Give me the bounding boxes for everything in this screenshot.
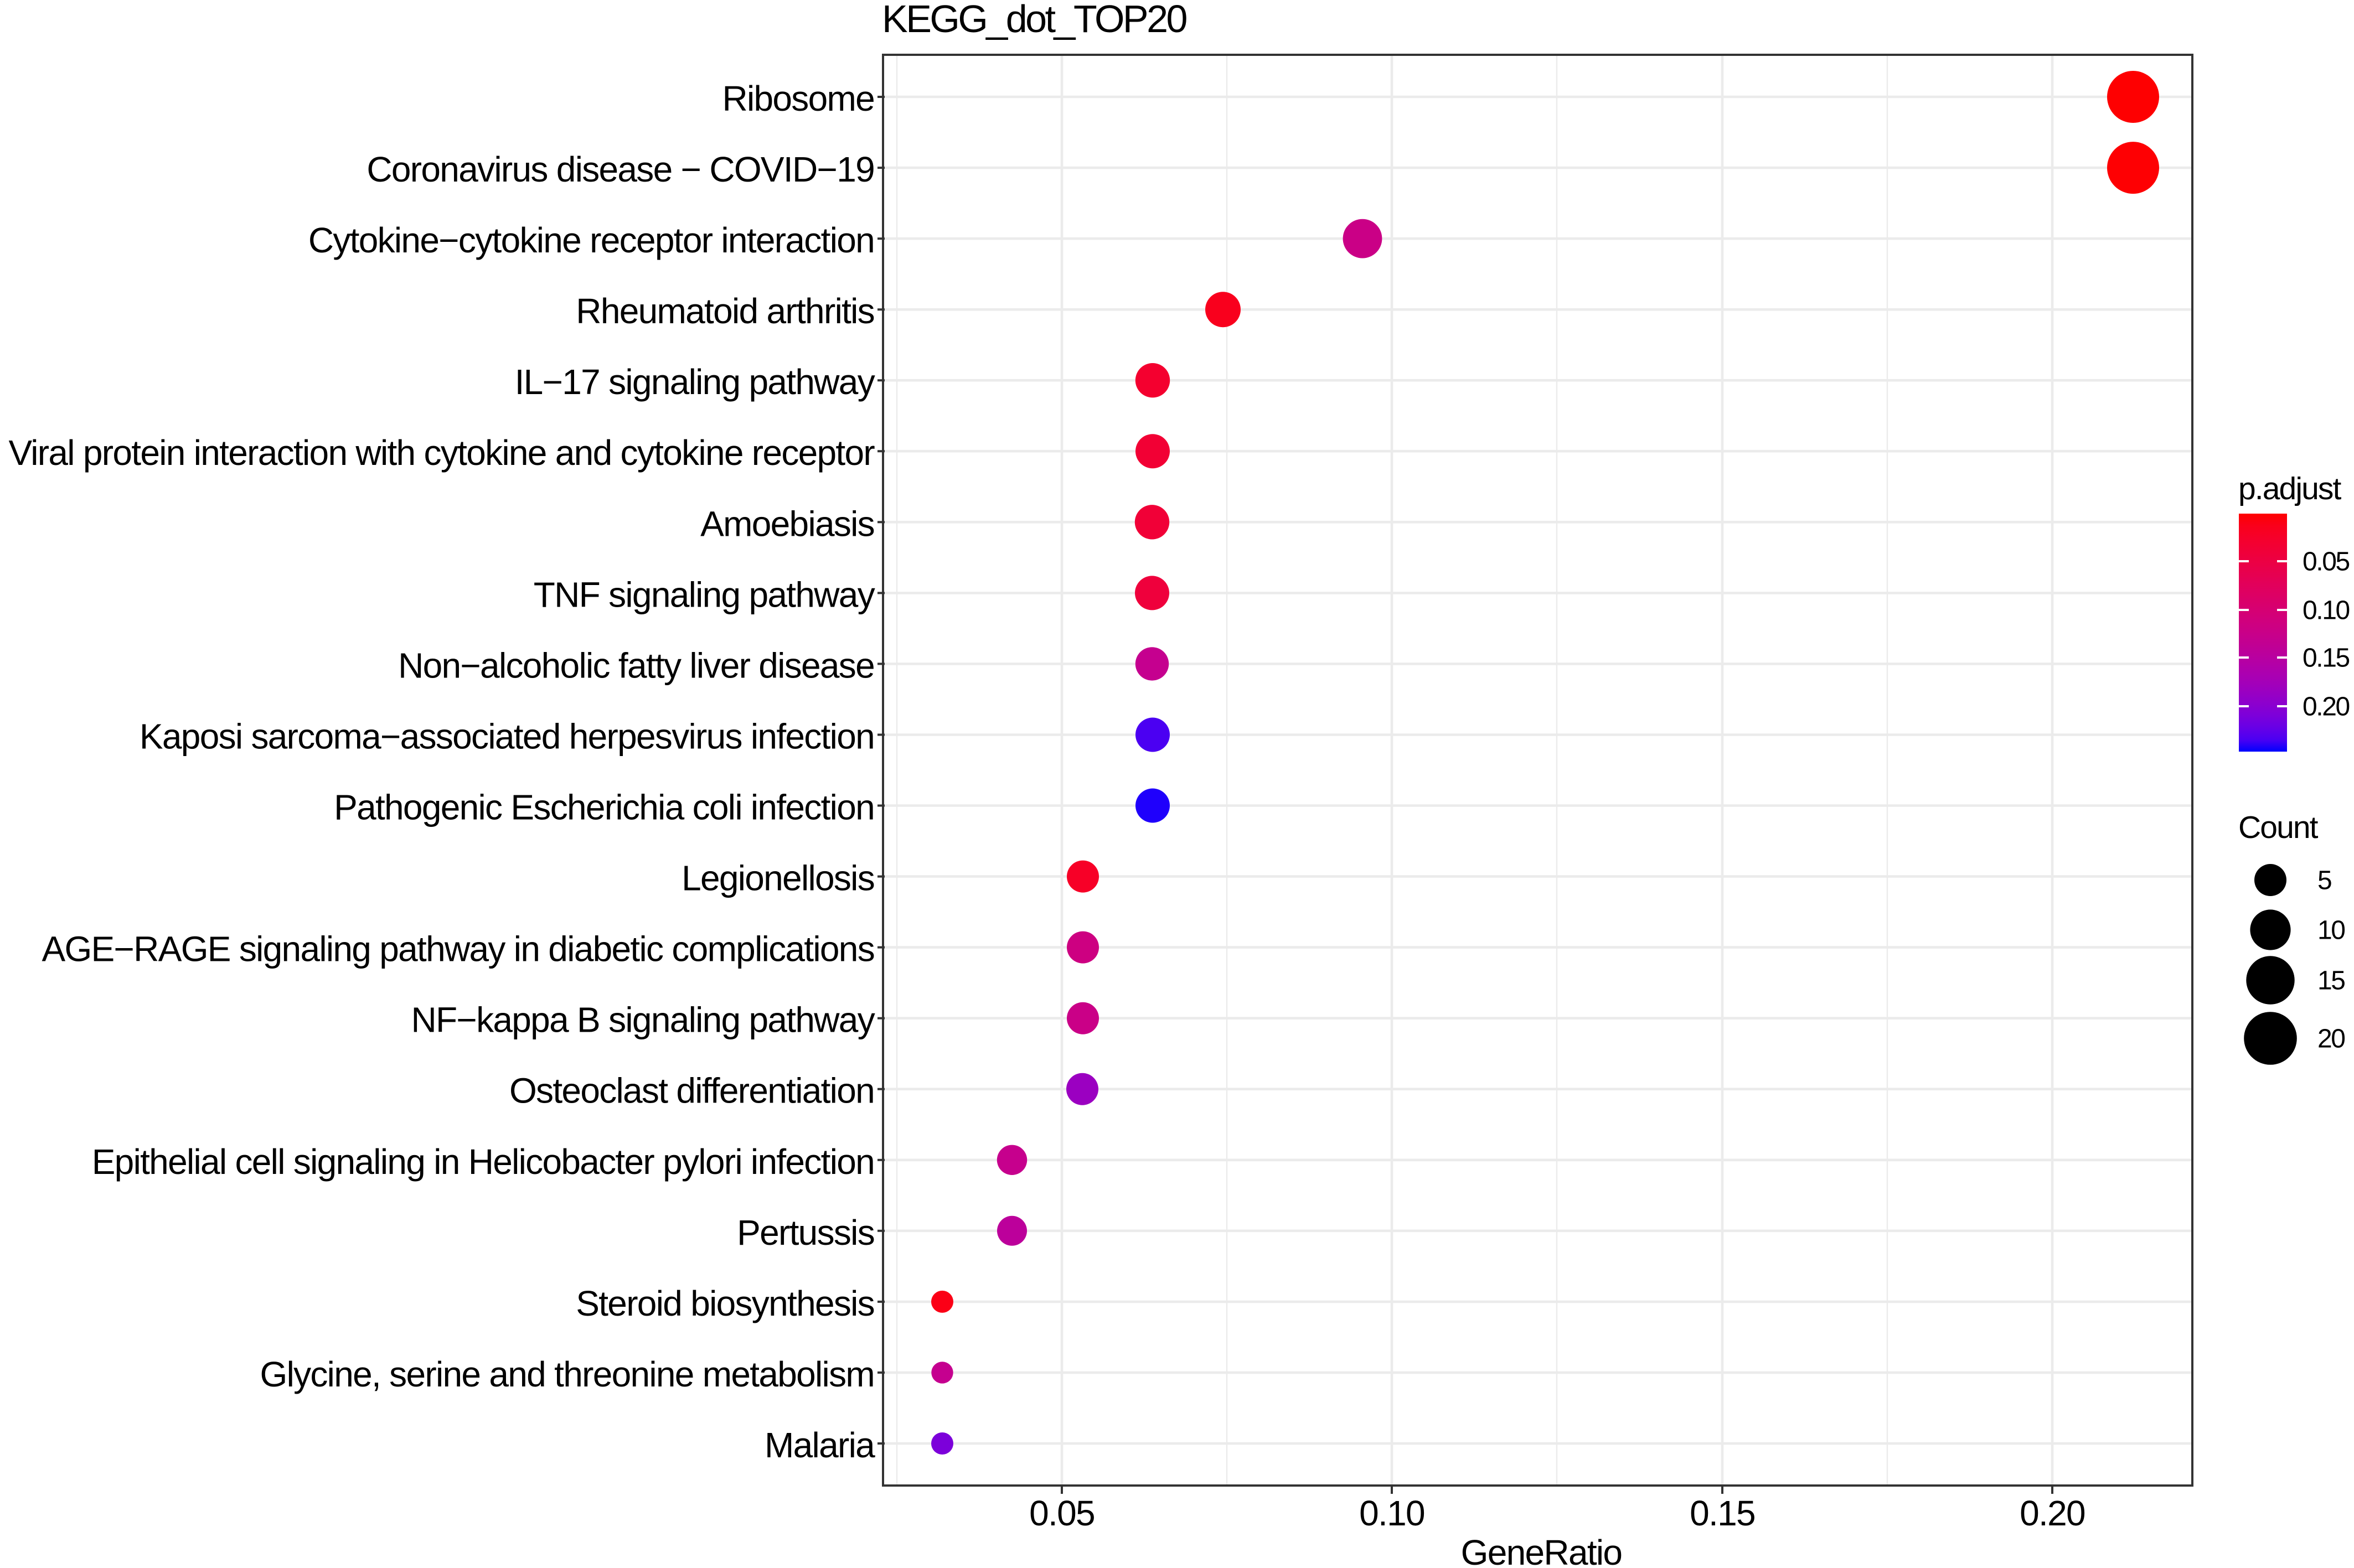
svg-text:GeneRatio: GeneRatio bbox=[1461, 1533, 1622, 1568]
svg-text:KEGG_dot_TOP20: KEGG_dot_TOP20 bbox=[882, 0, 1187, 40]
svg-text:Steroid biosynthesis: Steroid biosynthesis bbox=[576, 1284, 874, 1323]
svg-text:Epithelial cell signaling in H: Epithelial cell signaling in Helicobacte… bbox=[92, 1142, 874, 1182]
svg-text:10: 10 bbox=[2317, 916, 2345, 945]
svg-text:Ribosome: Ribosome bbox=[722, 79, 874, 118]
svg-text:p.adjust: p.adjust bbox=[2238, 471, 2342, 506]
svg-text:0.15: 0.15 bbox=[1690, 1493, 1755, 1533]
svg-text:0.20: 0.20 bbox=[2303, 692, 2350, 722]
svg-text:Coronavirus disease − COVID−19: Coronavirus disease − COVID−19 bbox=[366, 149, 874, 189]
svg-text:15: 15 bbox=[2317, 966, 2345, 996]
svg-text:Kaposi sarcoma−associated herp: Kaposi sarcoma−associated herpesvirus in… bbox=[140, 717, 874, 757]
svg-text:IL−17 signaling pathway: IL−17 signaling pathway bbox=[515, 362, 875, 402]
svg-text:0.10: 0.10 bbox=[2303, 596, 2350, 625]
svg-text:Pathogenic Escherichia coli in: Pathogenic Escherichia coli infection bbox=[334, 788, 874, 827]
svg-text:0.10: 0.10 bbox=[1359, 1493, 1424, 1533]
svg-text:AGE−RAGE signaling pathway in: AGE−RAGE signaling pathway in diabetic c… bbox=[42, 929, 874, 969]
svg-text:Count: Count bbox=[2238, 810, 2319, 845]
svg-text:Cytokine−cytokine receptor int: Cytokine−cytokine receptor interaction bbox=[308, 220, 874, 260]
svg-text:Osteoclast differentiation: Osteoclast differentiation bbox=[509, 1071, 874, 1111]
svg-text:Rheumatoid arthritis: Rheumatoid arthritis bbox=[576, 291, 874, 331]
svg-text:Malaria: Malaria bbox=[765, 1425, 875, 1465]
svg-text:0.05: 0.05 bbox=[1029, 1493, 1095, 1533]
svg-text:5: 5 bbox=[2317, 866, 2331, 896]
svg-text:0.15: 0.15 bbox=[2303, 644, 2350, 673]
svg-text:0.20: 0.20 bbox=[2020, 1493, 2085, 1533]
svg-text:Pertussis: Pertussis bbox=[737, 1213, 874, 1253]
svg-text:Legionellosis: Legionellosis bbox=[682, 858, 874, 898]
svg-text:Glycine, serine and threonine: Glycine, serine and threonine metabolism bbox=[260, 1354, 874, 1394]
svg-text:NF−kappa B signaling pathway: NF−kappa B signaling pathway bbox=[411, 1000, 875, 1040]
svg-text:Non−alcoholic fatty liver dise: Non−alcoholic fatty liver disease bbox=[398, 645, 874, 685]
svg-text:Amoebiasis: Amoebiasis bbox=[700, 504, 874, 544]
svg-text:Viral protein interaction with: Viral protein interaction with cytokine … bbox=[8, 433, 875, 473]
svg-text:0.05: 0.05 bbox=[2303, 547, 2350, 577]
svg-text:TNF signaling pathway: TNF signaling pathway bbox=[534, 575, 875, 614]
svg-text:20: 20 bbox=[2317, 1024, 2345, 1054]
